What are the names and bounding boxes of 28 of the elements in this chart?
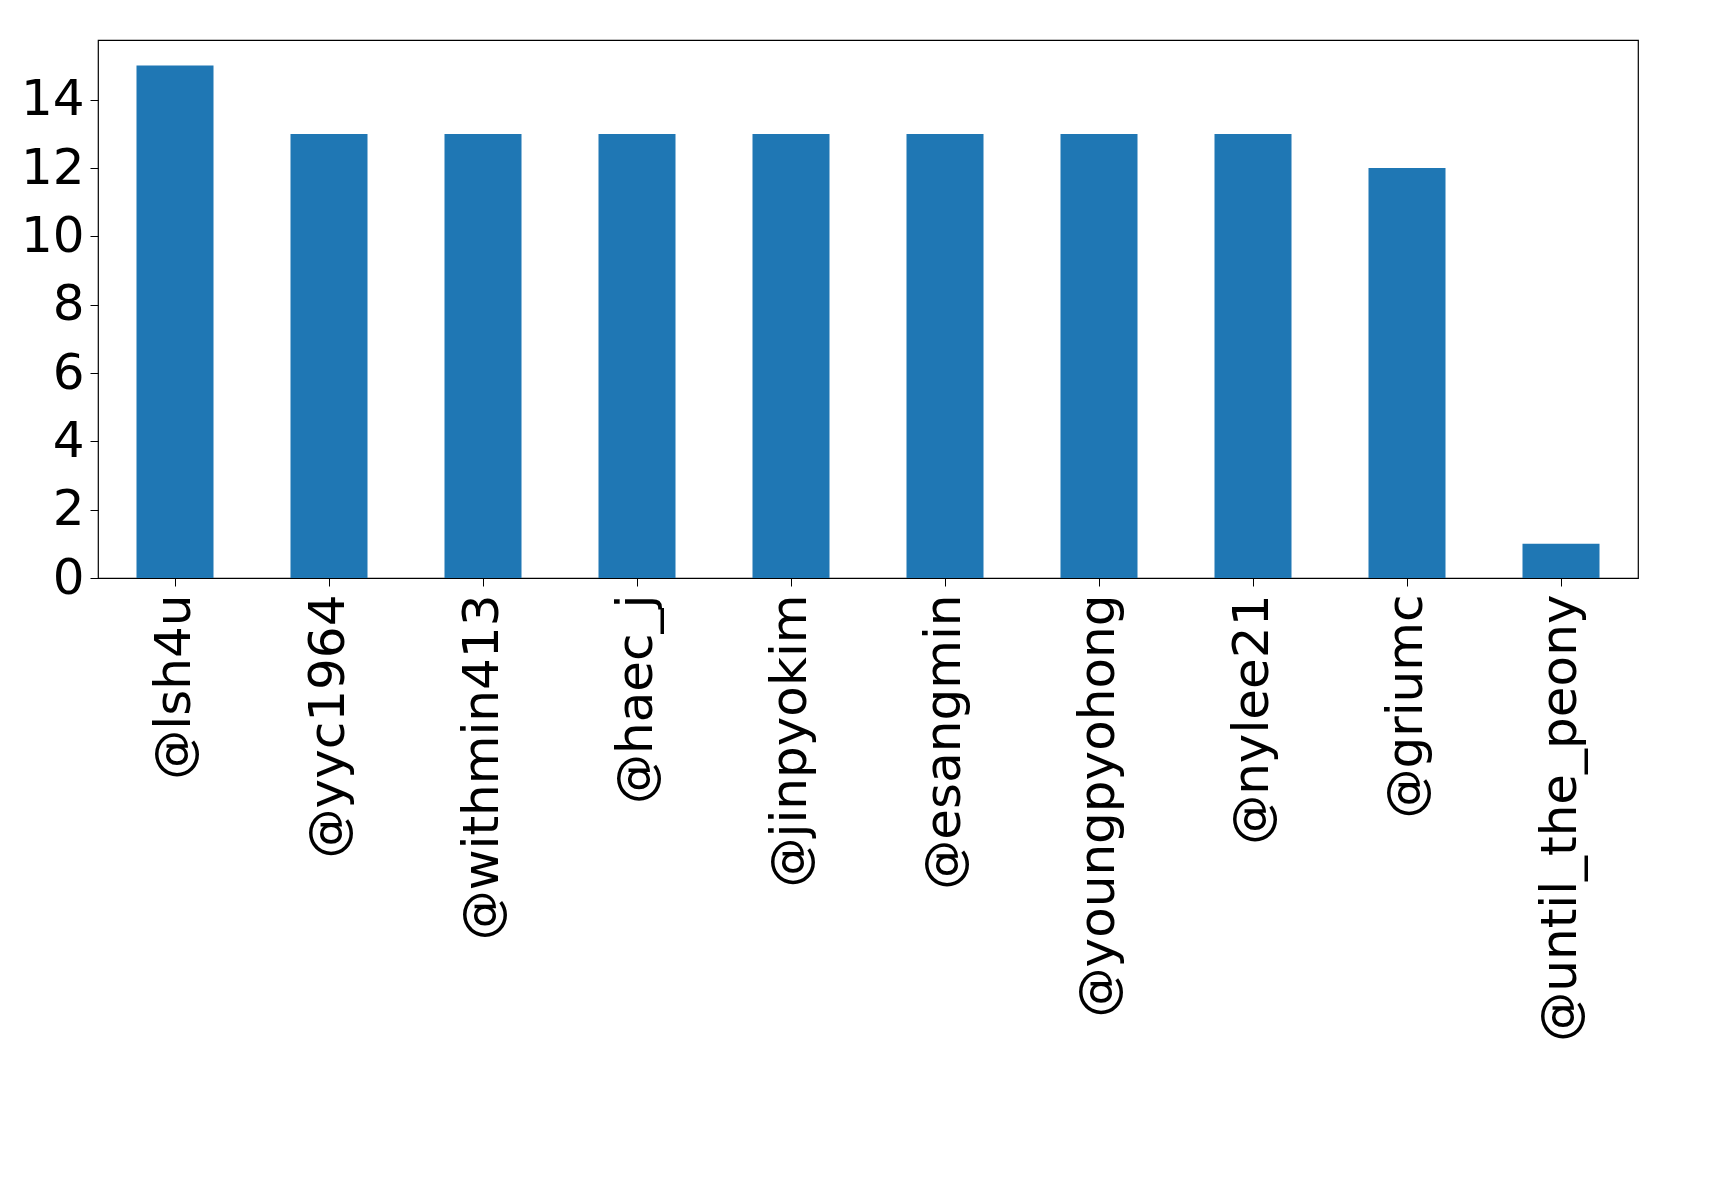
bar xyxy=(1060,133,1138,578)
bar xyxy=(1522,543,1600,578)
y-tick-label: 12 xyxy=(20,137,85,196)
y-tick-label: 14 xyxy=(20,69,85,128)
x-tick-label: @withmin413 xyxy=(452,594,510,941)
x-tick-label: @haec_j xyxy=(606,594,664,804)
bar xyxy=(906,133,984,578)
x-tick-label: @yyc1964 xyxy=(298,594,356,859)
y-tick-label: 8 xyxy=(52,274,85,333)
y-tick-label: 4 xyxy=(52,410,85,469)
bar xyxy=(598,133,676,578)
y-tick-label: 6 xyxy=(52,342,85,401)
x-tick-label: @jinpyokim xyxy=(760,594,818,888)
bar xyxy=(752,133,830,578)
bar xyxy=(1368,168,1446,578)
x-tick-label: @youngpyohong xyxy=(1068,594,1126,1018)
x-tick-label: @until_the_peony xyxy=(1530,594,1588,1042)
y-tick-label: 10 xyxy=(20,205,85,264)
y-tick-label: 0 xyxy=(52,547,85,606)
bar xyxy=(1214,133,1292,578)
x-tick-label: @esangmin xyxy=(914,594,972,890)
x-tick-label: @nylee21 xyxy=(1222,594,1280,845)
bar xyxy=(136,65,214,578)
y-tick-label: 2 xyxy=(52,479,85,538)
x-tick-label: @lsh4u xyxy=(144,594,202,780)
x-tick-label: @griumc xyxy=(1376,594,1434,819)
bar xyxy=(290,133,368,578)
bar xyxy=(444,133,522,578)
